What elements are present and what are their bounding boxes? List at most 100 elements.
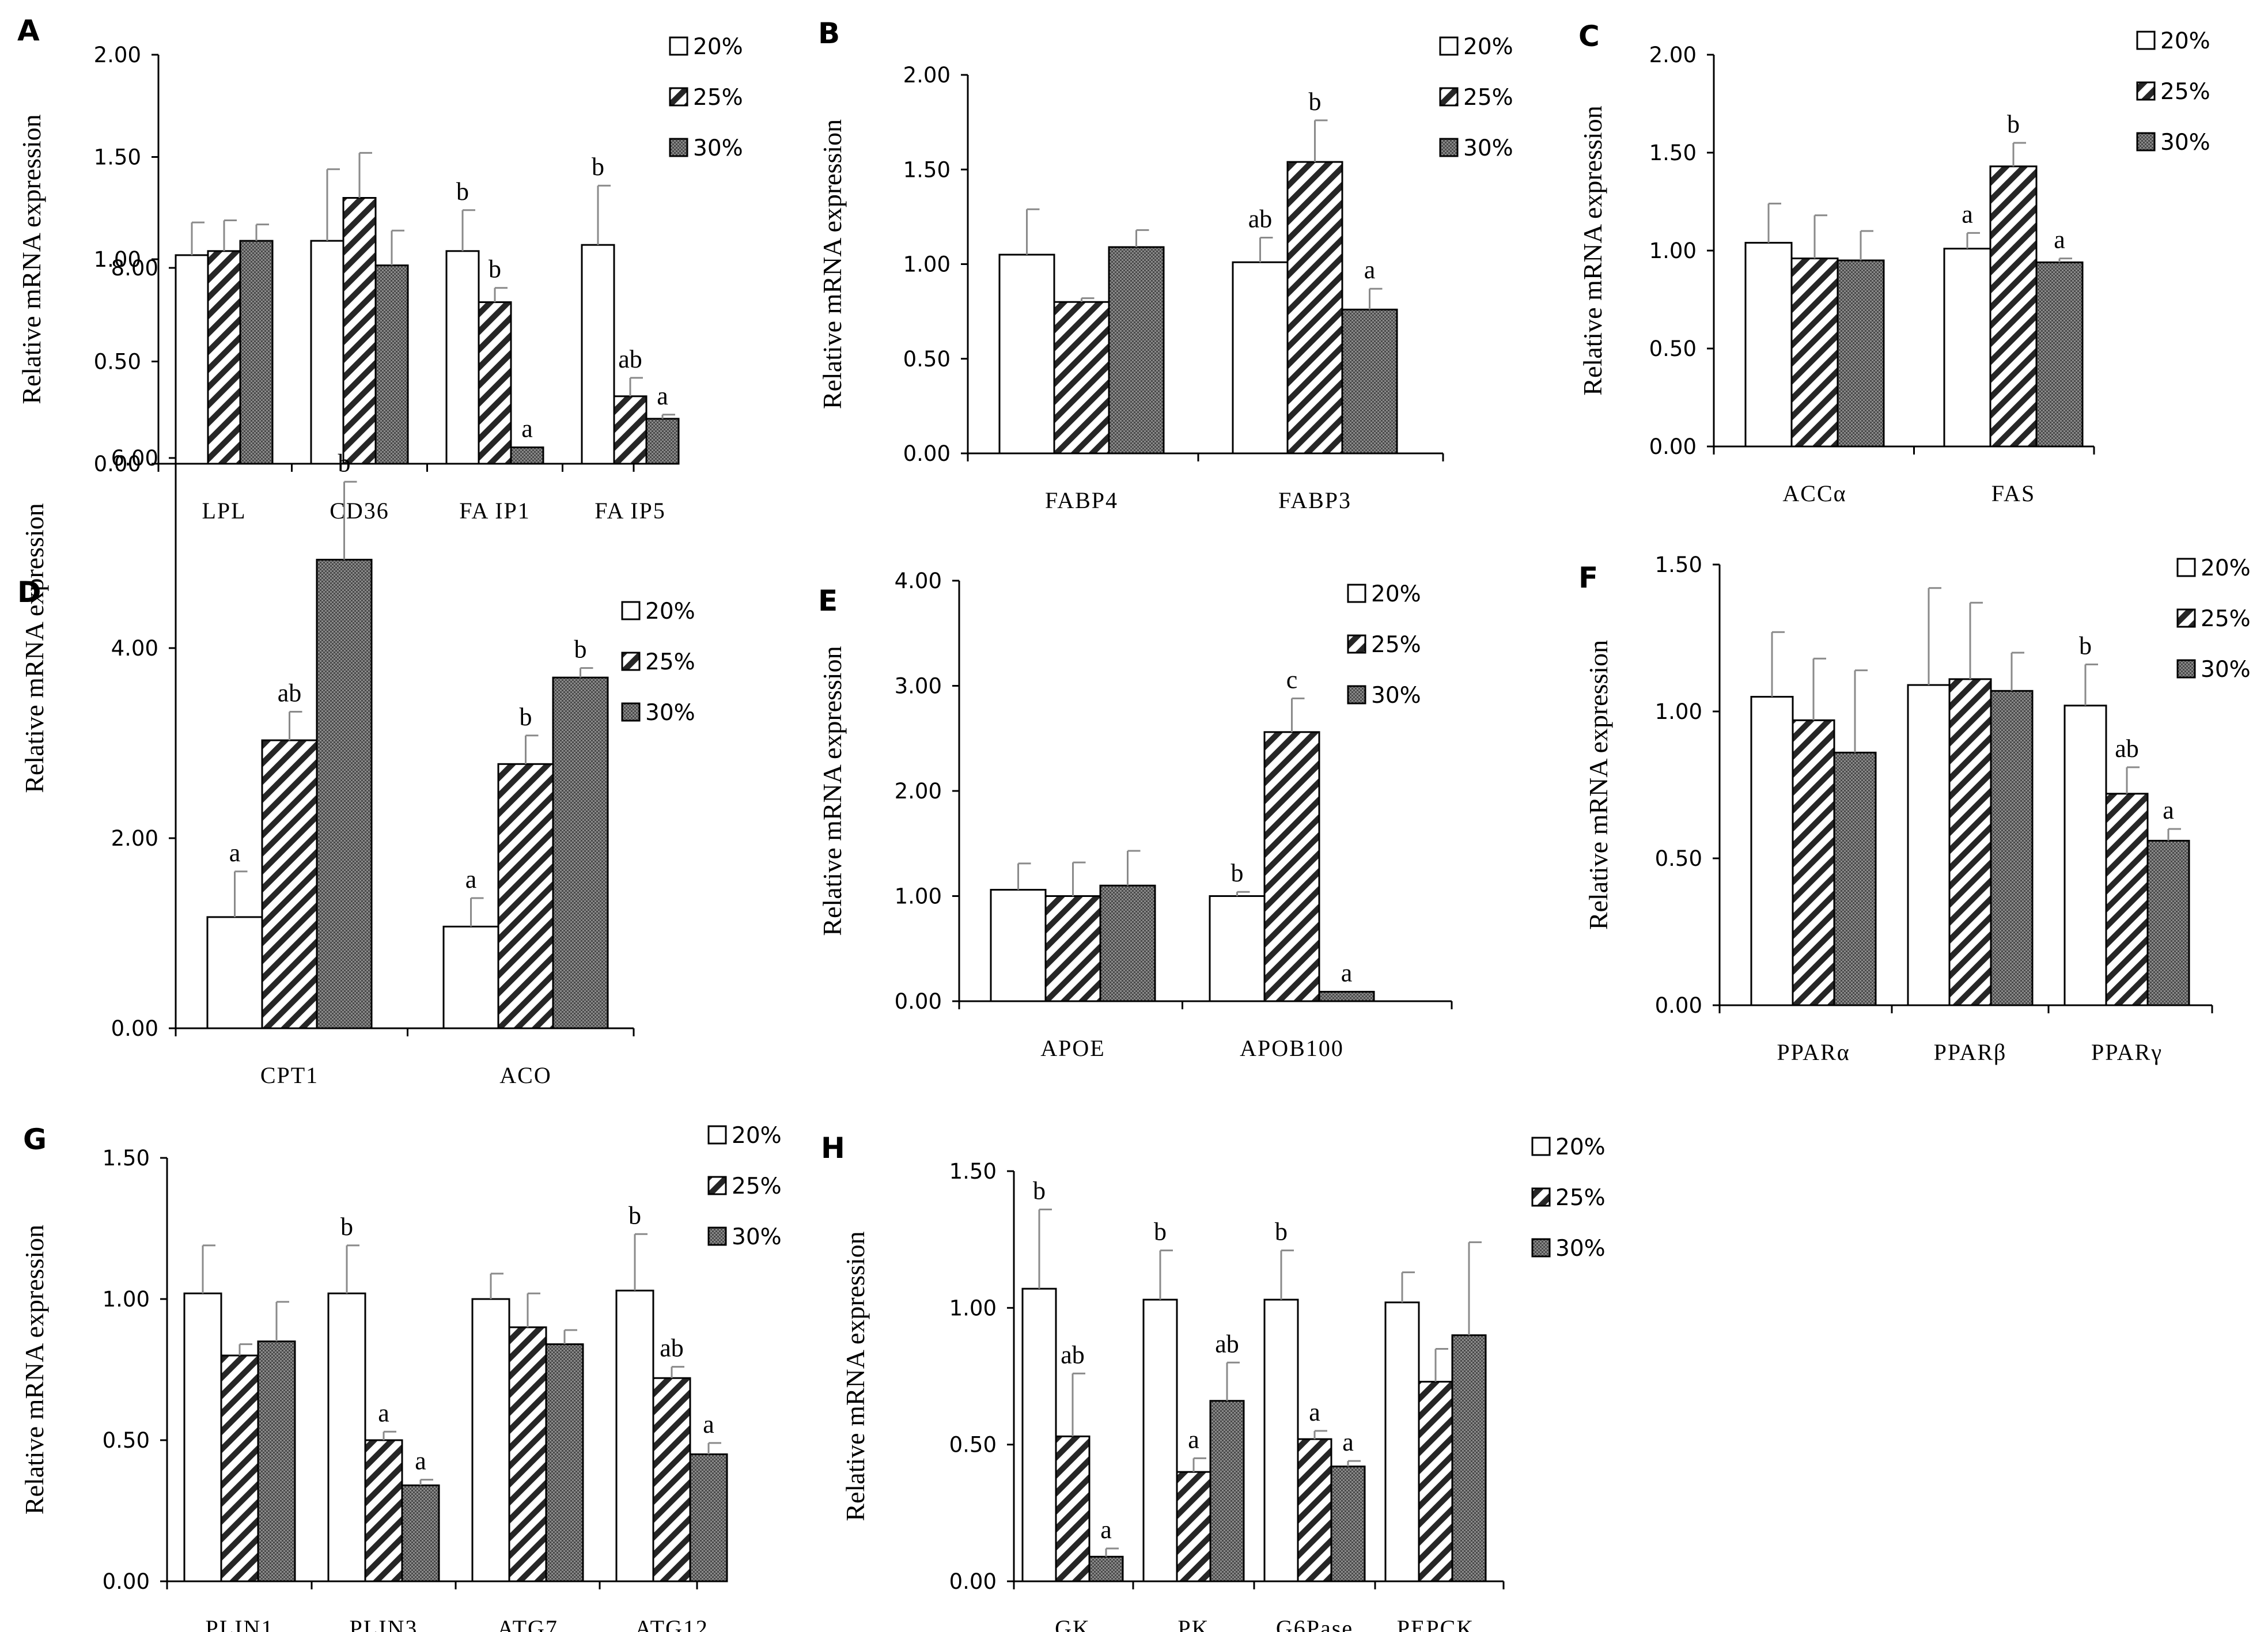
significance-label: a (2054, 226, 2065, 254)
legend-swatch-30pct (2136, 132, 2156, 152)
x-category-label: GK (1055, 1615, 1091, 1632)
bar-25pct (2105, 793, 2149, 1006)
significance-label: ab (1061, 1341, 1085, 1369)
bar-25pct (1792, 719, 1835, 1006)
legend-swatch-20pct (1439, 36, 1459, 56)
panel-letter: B (818, 17, 840, 50)
y-tick-label: 3.00 (895, 674, 942, 699)
bar-30pct (1099, 884, 1156, 1002)
bar-20pct (615, 1289, 654, 1582)
x-category-label: PPARγ (2091, 1039, 2163, 1065)
y-tick-label: 1.00 (1655, 699, 1702, 724)
legend-label: 20% (1463, 34, 1513, 60)
bar-25pct (652, 1377, 691, 1582)
bar-30pct (545, 1343, 584, 1582)
bar-30pct (316, 559, 373, 1029)
legend-label: 20% (2160, 28, 2210, 54)
legend-swatch-25pct (707, 1176, 727, 1195)
legend-swatch-30pct (1439, 138, 1459, 157)
significance-label: ab (2115, 734, 2139, 763)
significance-label: a (1364, 256, 1376, 284)
bar-30pct (1837, 259, 1885, 448)
bar-20pct (327, 1292, 366, 1582)
significance-label: a (1188, 1425, 1199, 1453)
x-category-label: FA IP5 (595, 498, 666, 524)
bar-20pct (1142, 1298, 1178, 1582)
legend-label: 30% (2160, 130, 2210, 156)
bar-20pct (183, 1292, 222, 1582)
significance-label: ab (618, 345, 642, 373)
legend-swatch-30pct (669, 138, 688, 157)
bar-25pct (508, 1326, 547, 1582)
bar-20pct (442, 925, 499, 1029)
y-tick-label: 0.00 (895, 989, 942, 1014)
bar-30pct (1451, 1334, 1487, 1582)
legend-swatch-30pct (2176, 659, 2196, 679)
bar-30pct (2146, 839, 2190, 1006)
bar-30pct (552, 676, 609, 1029)
significance-label: b (456, 177, 469, 206)
panel-b: B Relative mRNA expression 0.00 0.50 1.00 1.5… (817, 17, 1513, 513)
legend-label: 30% (693, 135, 743, 161)
y-tick-label: 0.50 (949, 1433, 997, 1457)
x-category-label: APOB100 (1240, 1035, 1344, 1061)
y-axis-title: Relative mRNA expression (817, 119, 847, 409)
bar-25pct (220, 1354, 259, 1582)
y-tick-label: 1.50 (94, 145, 141, 170)
legend-label: 30% (1555, 1236, 1606, 1262)
significance-label: a (465, 865, 477, 893)
y-tick-label: 1.50 (1649, 141, 1697, 165)
bar-20pct (310, 240, 344, 465)
y-tick-label: 0.00 (903, 441, 951, 466)
significance-label: a (229, 839, 241, 867)
legend-swatch-30pct (1347, 685, 1366, 705)
bar-30pct (401, 1484, 440, 1582)
y-tick-label: 8.00 (111, 256, 158, 281)
bar-25pct (1948, 678, 1992, 1006)
legend-swatch-20pct (707, 1125, 727, 1145)
legend-label: 25% (693, 85, 743, 111)
y-axis-title: Relative mRNA expression (17, 114, 46, 404)
legend-label: 30% (1463, 135, 1513, 161)
bar-30pct (1088, 1555, 1124, 1582)
panel-g: G Relative mRNA expression 0.00 0.50 1.00 1.5… (20, 1123, 782, 1632)
legend-swatch-25pct (2176, 608, 2196, 628)
bar-20pct (1209, 895, 1266, 1002)
legend-label: 20% (693, 34, 743, 60)
significance-label: b (338, 449, 351, 477)
bar-25pct (1055, 1435, 1091, 1582)
bar-30pct (239, 240, 274, 465)
x-category-label: G6Pase (1276, 1615, 1353, 1632)
x-category-label: FA IP1 (459, 498, 531, 524)
bar-25pct (1418, 1380, 1453, 1582)
significance-label: ab (660, 1334, 684, 1362)
legend-swatch-25pct (669, 87, 688, 107)
y-axis-title: Relative mRNA expression (20, 1225, 49, 1514)
y-tick-label: 1.00 (895, 884, 942, 909)
legend-swatch-20pct (621, 601, 641, 620)
bar-25pct (1286, 161, 1343, 455)
significance-label: a (1309, 1398, 1320, 1426)
significance-label: b (520, 703, 532, 731)
significance-label: c (1286, 665, 1298, 694)
bar-20pct (206, 916, 263, 1029)
y-tick-label: 2.00 (94, 43, 141, 67)
y-tick-label: 0.50 (103, 1428, 150, 1453)
y-tick-label: 0.00 (111, 1016, 158, 1041)
significance-label: a (1341, 959, 1353, 987)
y-axis-title: Relative mRNA expression (1584, 640, 1613, 930)
panel-letter: F (1578, 561, 1598, 595)
legend-label: 20% (1371, 581, 1421, 607)
y-axis-title: Relative mRNA expression (20, 503, 49, 793)
bar-20pct (990, 889, 1047, 1002)
legend-swatch-25pct (1531, 1187, 1551, 1207)
legend-label: 30% (645, 700, 695, 726)
x-category-label: CD36 (330, 498, 389, 524)
x-category-label: FABP3 (1278, 487, 1351, 513)
y-tick-label: 0.50 (1649, 336, 1697, 361)
x-category-label: PPARβ (1934, 1039, 2007, 1065)
legend-swatch-30pct (1531, 1238, 1551, 1258)
panel-letter: D (17, 575, 41, 609)
